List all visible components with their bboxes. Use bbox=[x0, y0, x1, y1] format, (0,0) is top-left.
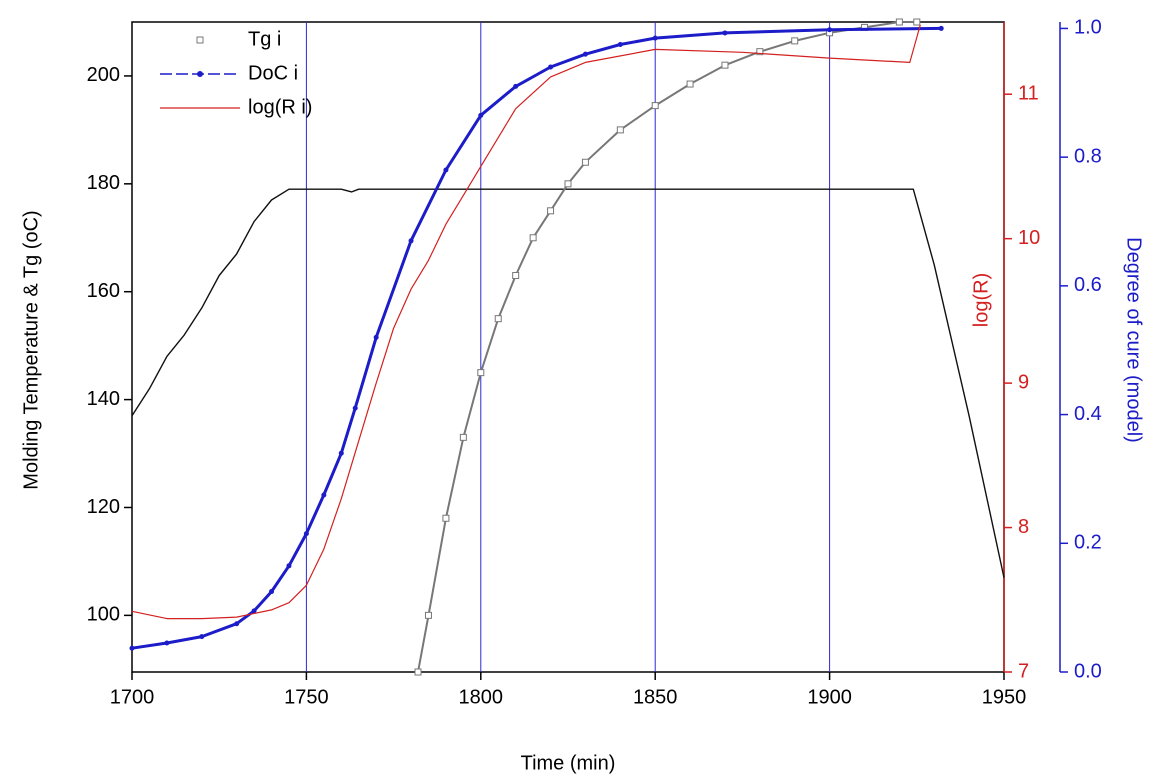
legend-label: Tg i bbox=[248, 28, 281, 50]
marker bbox=[547, 207, 555, 215]
marker bbox=[352, 405, 358, 411]
series-line bbox=[131, 24, 921, 620]
y3-tick-label: 1.0 bbox=[1074, 17, 1102, 39]
marker bbox=[582, 51, 588, 57]
y3-tick-label: 0.2 bbox=[1074, 532, 1102, 554]
y3-tick-label: 0.6 bbox=[1074, 274, 1102, 296]
y2-tick-label: 7 bbox=[1018, 660, 1029, 682]
x-tick-label: 1950 bbox=[982, 686, 1027, 708]
marker bbox=[529, 234, 537, 242]
marker bbox=[129, 645, 135, 651]
legend-marker bbox=[196, 36, 204, 44]
y3-tick-label: 0.0 bbox=[1074, 660, 1102, 682]
x-tick-label: 1850 bbox=[633, 686, 678, 708]
marker bbox=[895, 18, 903, 26]
marker bbox=[651, 102, 659, 110]
x-tick-label: 1800 bbox=[459, 686, 504, 708]
marker bbox=[938, 25, 944, 31]
marker bbox=[791, 37, 799, 45]
marker bbox=[617, 42, 623, 48]
marker bbox=[548, 64, 554, 70]
x-axis-title: Time (min) bbox=[521, 752, 616, 774]
marker bbox=[251, 608, 257, 614]
marker bbox=[408, 238, 414, 244]
marker bbox=[443, 167, 449, 173]
marker bbox=[234, 621, 240, 627]
series-line bbox=[131, 26, 942, 650]
x-tick-label: 1750 bbox=[284, 686, 329, 708]
y2-tick-label: 8 bbox=[1018, 516, 1029, 538]
marker bbox=[424, 611, 432, 619]
marker bbox=[338, 450, 344, 456]
y-tick-label: 180 bbox=[87, 172, 120, 194]
marker bbox=[477, 369, 485, 377]
marker bbox=[722, 30, 728, 36]
marker bbox=[269, 589, 275, 595]
y2-tick-label: 11 bbox=[1018, 83, 1039, 105]
y3-tick-label: 0.4 bbox=[1074, 403, 1102, 425]
marker bbox=[321, 492, 327, 498]
marker bbox=[513, 83, 519, 89]
marker bbox=[459, 433, 467, 441]
y-tick-label: 200 bbox=[87, 64, 120, 86]
marker bbox=[494, 315, 502, 323]
y2-tick-label: 10 bbox=[1018, 227, 1040, 249]
marker bbox=[442, 514, 450, 522]
legend-marker bbox=[197, 71, 203, 77]
y-tick-label: 140 bbox=[87, 388, 120, 410]
marker bbox=[581, 158, 589, 166]
y2-axis-title: log(R) bbox=[970, 273, 992, 327]
x-tick-label: 1900 bbox=[807, 686, 852, 708]
y-tick-label: 120 bbox=[87, 496, 120, 518]
plot-frame bbox=[131, 21, 1005, 673]
series-line bbox=[417, 21, 917, 673]
marker bbox=[199, 634, 205, 640]
legend-label: DoC i bbox=[248, 62, 298, 84]
marker bbox=[721, 61, 729, 69]
marker bbox=[564, 180, 572, 188]
marker bbox=[414, 668, 422, 676]
y3-tick-label: 0.8 bbox=[1074, 145, 1102, 167]
marker bbox=[373, 334, 379, 340]
series-line bbox=[131, 188, 1005, 578]
y-axis-title: Molding Temperature & Tg (oC) bbox=[20, 210, 42, 489]
marker bbox=[164, 640, 170, 646]
marker bbox=[478, 112, 484, 118]
marker bbox=[303, 531, 309, 537]
y3-axis-title: Degree of cure (model) bbox=[1123, 237, 1145, 443]
y-tick-label: 160 bbox=[87, 280, 120, 302]
marker bbox=[652, 35, 658, 41]
marker bbox=[827, 27, 833, 33]
marker bbox=[512, 272, 520, 280]
y2-tick-label: 9 bbox=[1018, 371, 1029, 393]
marker bbox=[616, 126, 624, 134]
x-tick-label: 1700 bbox=[110, 686, 155, 708]
marker bbox=[686, 80, 694, 88]
legend-label: log(R i) bbox=[248, 96, 312, 118]
marker bbox=[913, 18, 921, 26]
y-tick-label: 100 bbox=[87, 604, 120, 626]
marker bbox=[286, 563, 292, 569]
marker bbox=[756, 48, 764, 56]
